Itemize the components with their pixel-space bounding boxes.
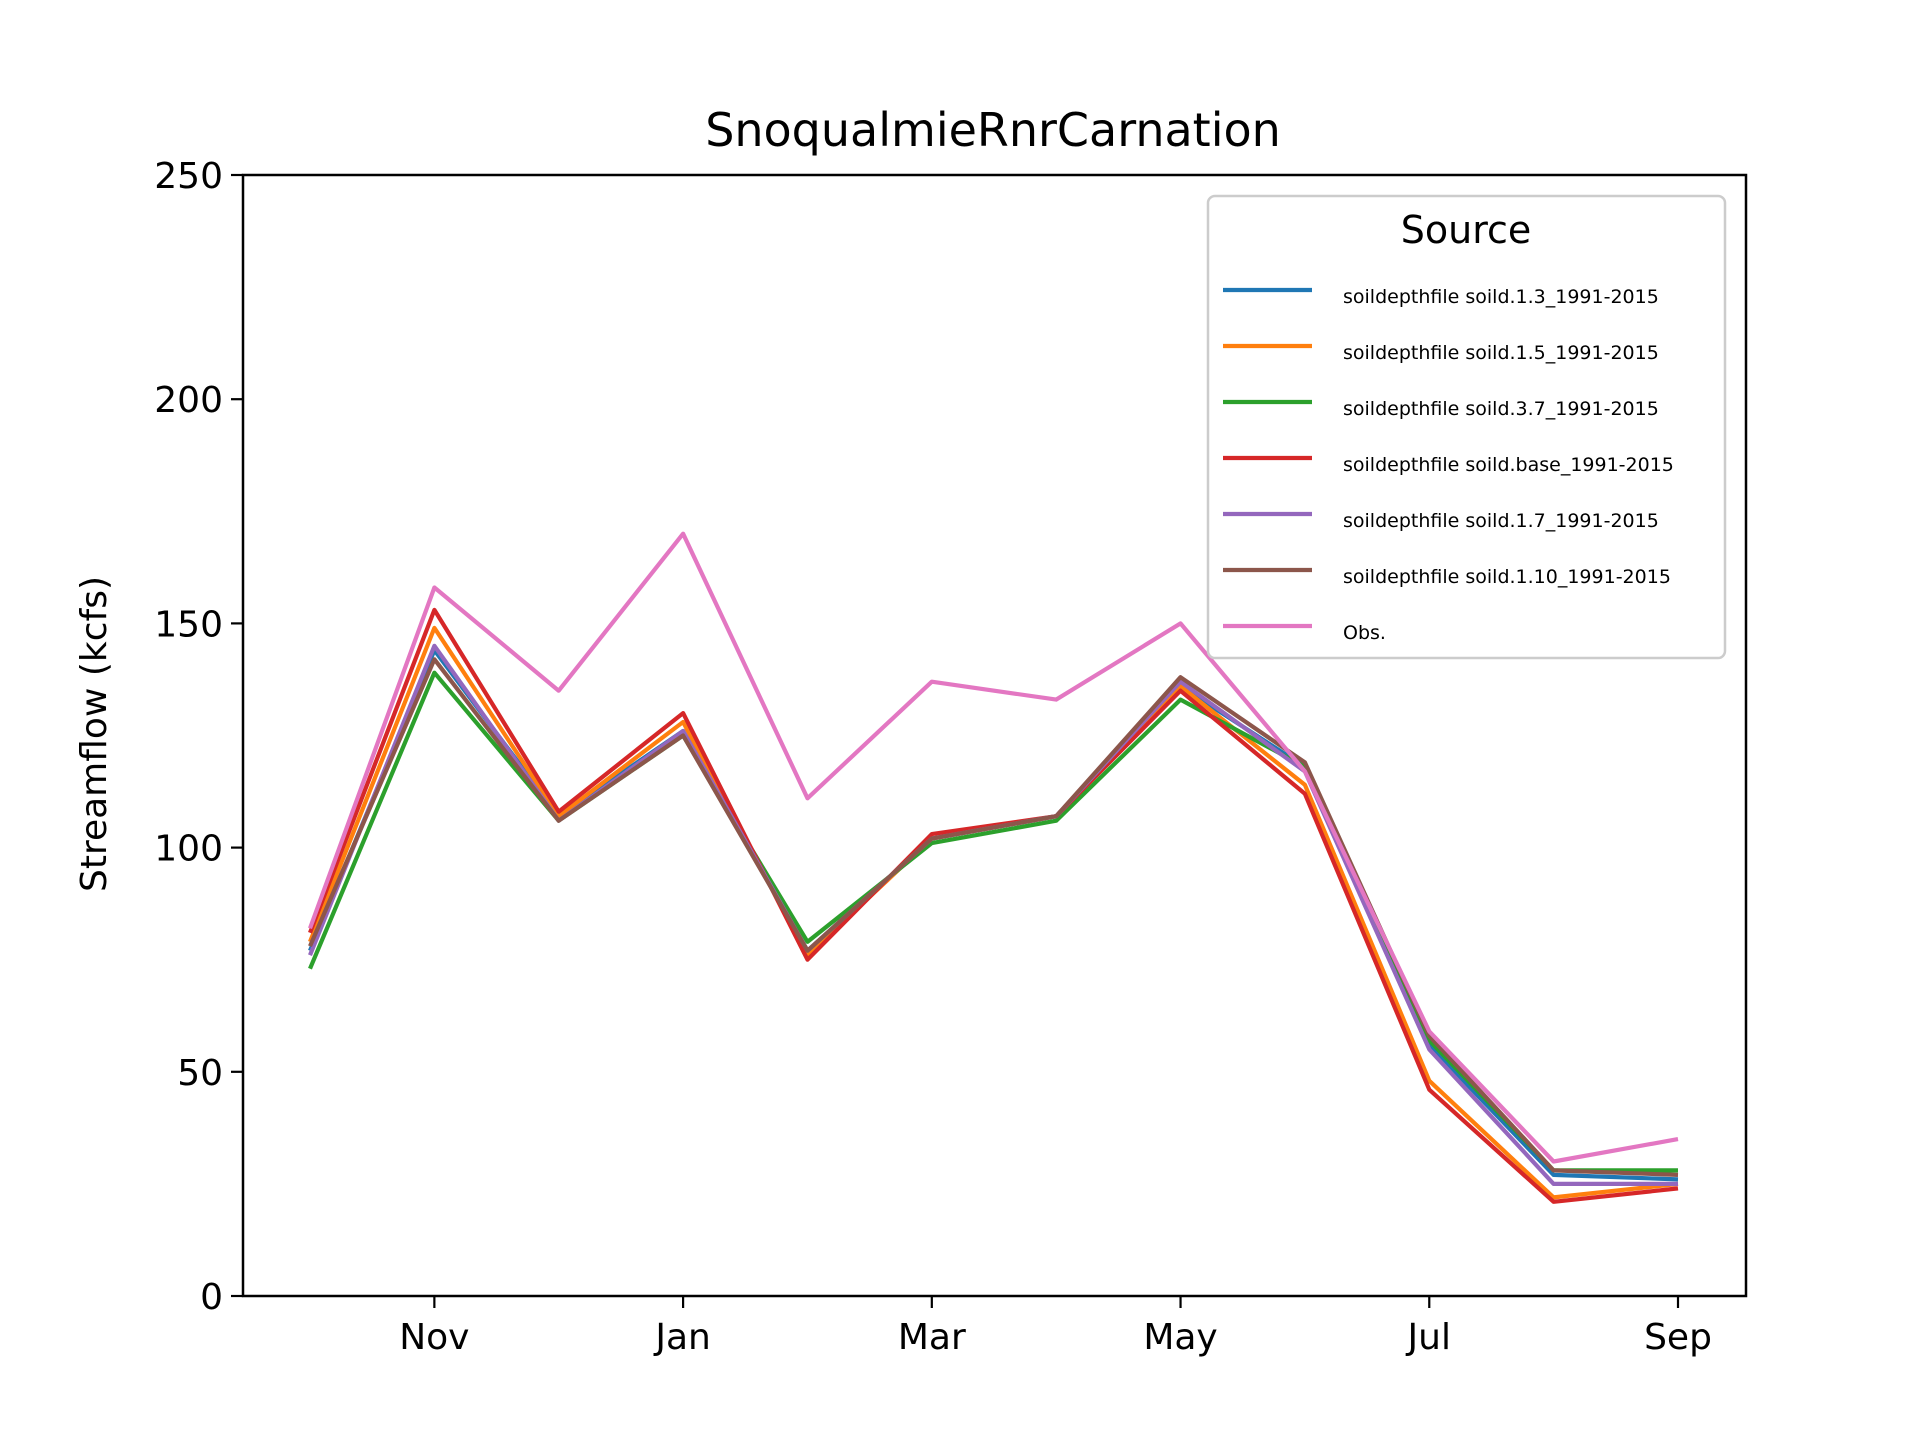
legend-entry-label: soildepthfile soild.1.10_1991-2015 xyxy=(1343,566,1671,588)
legend-entry-label: soildepthfile soild.1.3_1991-2015 xyxy=(1343,286,1659,308)
chart-title: SnoqualmieRnrCarnation xyxy=(705,103,1281,157)
legend-entry-label: Obs. xyxy=(1343,622,1386,644)
x-tick-label: Nov xyxy=(399,1317,469,1358)
legend-entry-label: soildepthfile soild.base_1991-2015 xyxy=(1343,454,1674,476)
x-tick-label: Mar xyxy=(898,1317,966,1358)
y-axis-label: Streamflow (kcfs) xyxy=(74,576,115,892)
y-tick-label: 50 xyxy=(177,1053,223,1094)
plot-area: 0 50 100 150 200 250 Nov Jan Mar May Jul Sep xyxy=(154,156,1748,1358)
legend-entry-label: soildepthfile soild.1.7_1991-2015 xyxy=(1343,510,1659,532)
legend-entry-label: soildepthfile soild.1.5_1991-2015 xyxy=(1343,342,1659,364)
y-tick-label: 0 xyxy=(200,1277,223,1318)
legend-title: Source xyxy=(1401,208,1532,252)
y-tick-label: 150 xyxy=(154,604,223,645)
series-line-6 xyxy=(308,531,1679,1164)
series-line-5 xyxy=(308,657,1679,1177)
y-tick-label: 250 xyxy=(154,156,223,197)
axes-frame xyxy=(241,173,1748,1298)
legend-box xyxy=(1206,194,1727,660)
x-tick-label: Jul xyxy=(1406,1317,1451,1358)
x-tick-label: Sep xyxy=(1644,1317,1712,1358)
y-tick-label: 200 xyxy=(154,380,223,421)
x-tick-label: May xyxy=(1143,1317,1217,1358)
series-line-3 xyxy=(308,607,1679,1204)
legend-entry-label: soildepthfile soild.3.7_1991-2015 xyxy=(1343,398,1659,420)
x-tick-label: Jan xyxy=(653,1317,711,1358)
legend: Source soildepthfile soild.1.3_1991-2015s… xyxy=(1206,194,1727,660)
y-tick-label: 100 xyxy=(154,829,223,870)
